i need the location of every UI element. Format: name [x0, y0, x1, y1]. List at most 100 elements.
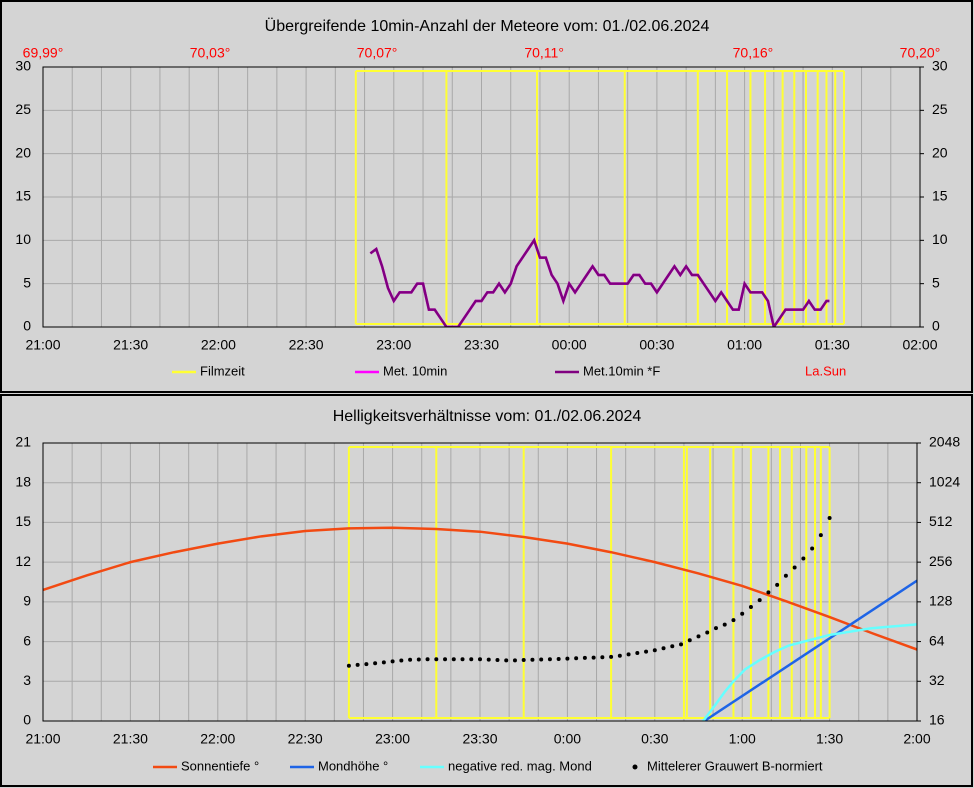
y2-tick-label: 15 — [932, 188, 948, 204]
data-point — [644, 649, 649, 654]
y-tick-label: 0 — [23, 318, 31, 334]
data-point — [504, 658, 509, 663]
chart-title: Übergreifende 10min-Anzahl der Meteore v… — [265, 17, 710, 35]
legend-marker — [632, 764, 638, 770]
x-tick-label: 1:00 — [729, 731, 756, 747]
data-point — [652, 648, 657, 653]
x2-tick-label: 70,03° — [190, 45, 231, 61]
data-point — [460, 657, 465, 662]
y-tick-label: 5 — [23, 274, 31, 290]
y2-tick-label: 30 — [932, 58, 948, 74]
x-tick-label: 23:00 — [376, 337, 411, 353]
data-point — [705, 630, 710, 635]
y-tick-label: 21 — [15, 434, 31, 450]
x-tick-label: 21:30 — [113, 731, 148, 747]
data-point — [399, 658, 404, 663]
x-tick-label: 21:00 — [25, 337, 60, 353]
data-point — [521, 657, 526, 662]
data-point — [670, 644, 675, 649]
data-point — [547, 657, 552, 662]
data-point — [766, 590, 771, 595]
data-point — [810, 546, 815, 551]
data-point — [469, 657, 474, 662]
plot-border — [42, 442, 918, 722]
data-point — [530, 657, 535, 662]
data-point — [600, 655, 605, 660]
y-tick-label: 15 — [15, 513, 31, 529]
data-point — [731, 618, 736, 623]
data-point — [635, 651, 640, 656]
y2-tick-label: 64 — [929, 632, 945, 648]
data-point — [346, 663, 351, 668]
y-tick-label: 6 — [23, 632, 31, 648]
data-point — [801, 556, 806, 561]
y-tick-label: 18 — [15, 473, 31, 489]
x-tick-label: 22:30 — [288, 731, 323, 747]
data-point — [748, 605, 753, 610]
y-tick-label: 3 — [23, 672, 31, 688]
legend-label: negative red. mag. Mond — [448, 758, 592, 773]
data-point — [451, 657, 456, 662]
legend-label: Sonnentiefe ° — [181, 758, 259, 773]
legend-label: Met.10min *F — [583, 363, 660, 378]
series-line — [43, 526, 917, 651]
y2-tick-label: 2048 — [929, 434, 960, 450]
x-tick-label: 21:30 — [113, 337, 148, 353]
x-tick-label: 22:00 — [201, 337, 236, 353]
data-point — [364, 662, 369, 667]
x-tick-label: 21:00 — [25, 731, 60, 747]
legend-label: Mittelerer Grauwert B-normiert — [647, 758, 823, 773]
x-tick-label: 1:30 — [816, 731, 843, 747]
data-point — [582, 655, 587, 660]
data-point — [818, 533, 823, 538]
x-tick-label: 00:00 — [552, 337, 587, 353]
data-point — [355, 662, 360, 667]
data-point — [661, 646, 666, 651]
series-line — [703, 579, 917, 721]
x2-tick-label: 70,07° — [357, 45, 398, 61]
data-point — [434, 657, 439, 662]
y2-tick-label: 256 — [929, 553, 953, 569]
y-tick-label: 10 — [15, 231, 31, 247]
y2-tick-label: 1024 — [929, 473, 960, 489]
x-tick-label: 2:00 — [903, 731, 930, 747]
data-point — [722, 622, 727, 627]
x-tick-label: 23:30 — [462, 731, 497, 747]
x-tick-label: 0:30 — [641, 731, 668, 747]
x-tick-label: 22:00 — [200, 731, 235, 747]
x-tick-label: 01:30 — [815, 337, 850, 353]
data-point — [373, 661, 378, 666]
x2-tick-label: 70,20° — [900, 45, 941, 61]
y2-tick-label: 5 — [932, 274, 940, 290]
data-point — [696, 634, 701, 639]
x-tick-label: 02:00 — [902, 337, 937, 353]
data-point — [775, 582, 780, 587]
data-point — [740, 611, 745, 616]
y2-tick-label: 128 — [929, 593, 953, 609]
data-point — [486, 657, 491, 662]
y2-tick-label: 20 — [932, 144, 948, 160]
x2-tick-label: 69,99° — [23, 45, 64, 61]
chart-title: Helligkeitsverhältnisse vom: 01./02.06.2… — [333, 408, 642, 425]
x2-tick-label: 70,11° — [524, 45, 564, 61]
data-point — [478, 657, 482, 662]
x-tick-label: 22:30 — [289, 337, 324, 353]
data-point — [574, 656, 579, 661]
data-point — [512, 658, 517, 663]
data-point — [827, 516, 832, 521]
y-tick-label: 0 — [23, 712, 31, 728]
x-tick-label: 23:30 — [464, 337, 499, 353]
data-point — [713, 626, 718, 631]
legend-label: Filmzeit — [200, 363, 245, 378]
data-point — [617, 653, 622, 658]
y2-tick-label: 0 — [932, 318, 940, 334]
legend-label: La.Sun — [805, 363, 846, 378]
y2-tick-label: 512 — [929, 513, 953, 529]
series-line — [369, 237, 830, 327]
x-tick-label: 23:00 — [375, 731, 410, 747]
data-point — [591, 655, 596, 660]
legend-label: Met. 10min — [383, 363, 447, 378]
y-tick-label: 15 — [15, 188, 31, 204]
y2-tick-label: 16 — [929, 712, 945, 728]
